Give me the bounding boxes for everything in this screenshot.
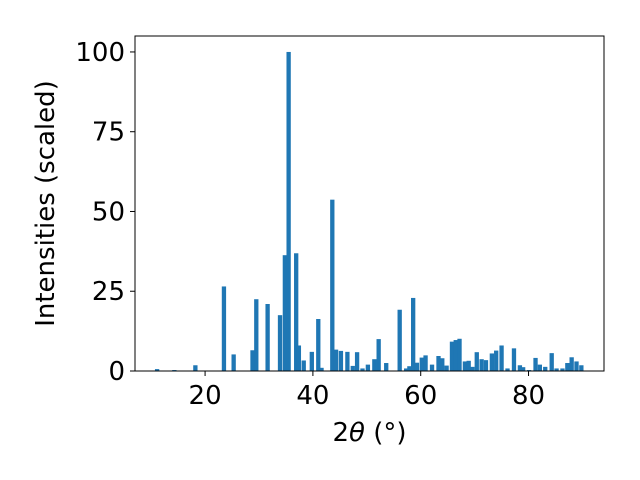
bar bbox=[511, 348, 517, 371]
bar bbox=[436, 356, 441, 371]
bar bbox=[319, 367, 324, 371]
bar bbox=[414, 362, 420, 371]
bar bbox=[537, 364, 542, 371]
x-axis-label: 2θ (°) bbox=[332, 418, 406, 448]
x-tick-label: 20 bbox=[189, 381, 222, 411]
x-axis-label-unit: (°) bbox=[365, 418, 407, 448]
y-tick-label: 75 bbox=[92, 118, 125, 148]
bar bbox=[560, 368, 565, 371]
x-tick-label: 40 bbox=[296, 381, 329, 411]
bar bbox=[449, 341, 455, 371]
bar bbox=[372, 359, 377, 371]
bar bbox=[483, 360, 489, 371]
bar bbox=[231, 354, 236, 371]
bar bbox=[407, 366, 412, 371]
bar bbox=[517, 365, 523, 371]
bar bbox=[549, 353, 554, 371]
bar bbox=[457, 338, 462, 371]
bar bbox=[376, 339, 381, 371]
y-axis-label: Intensities (scaled) bbox=[31, 80, 61, 327]
bar bbox=[338, 350, 344, 371]
bar bbox=[277, 315, 283, 371]
bar bbox=[423, 355, 428, 371]
bar bbox=[554, 368, 559, 371]
bar bbox=[397, 309, 402, 371]
bar bbox=[470, 366, 475, 371]
x-tick-label: 60 bbox=[404, 381, 437, 411]
bar bbox=[294, 253, 299, 371]
bar bbox=[565, 363, 570, 371]
bar bbox=[404, 368, 409, 371]
bar bbox=[543, 366, 548, 371]
bar bbox=[579, 365, 584, 371]
y-tick-label: 25 bbox=[92, 277, 125, 307]
x-axis-ticks: 20 40 60 80 bbox=[189, 371, 545, 411]
y-tick-label: 0 bbox=[108, 357, 125, 387]
bar bbox=[505, 368, 510, 371]
bar bbox=[330, 199, 335, 371]
bar bbox=[444, 365, 449, 371]
bar bbox=[360, 368, 365, 371]
bar bbox=[221, 286, 227, 371]
bar bbox=[286, 51, 291, 371]
bar bbox=[499, 345, 504, 371]
bar bbox=[254, 299, 259, 371]
bar bbox=[193, 365, 198, 371]
bar bbox=[411, 297, 416, 371]
y-axis-ticks: 0 25 50 75 100 bbox=[75, 38, 135, 387]
bar bbox=[365, 364, 371, 371]
bar bbox=[453, 340, 458, 371]
bar bbox=[520, 367, 526, 371]
bar bbox=[474, 352, 479, 371]
bar-series bbox=[154, 51, 584, 371]
bar bbox=[333, 349, 339, 371]
bar bbox=[494, 350, 499, 371]
bar bbox=[440, 358, 445, 371]
bar bbox=[384, 363, 389, 371]
x-axis-label-prefix: 2 bbox=[332, 418, 349, 448]
bar bbox=[250, 350, 255, 371]
bar bbox=[574, 361, 579, 371]
plot-frame bbox=[134, 35, 605, 372]
bar bbox=[316, 319, 321, 371]
x-tick-label: 80 bbox=[512, 381, 545, 411]
bar bbox=[282, 255, 288, 371]
bar bbox=[354, 352, 360, 371]
bar bbox=[419, 357, 424, 371]
x-axis-label-theta: θ bbox=[349, 418, 365, 448]
bar bbox=[466, 360, 471, 371]
y-tick-label: 50 bbox=[92, 197, 125, 227]
bar bbox=[345, 351, 350, 371]
bar bbox=[429, 364, 435, 371]
bar bbox=[350, 365, 355, 371]
bar bbox=[265, 304, 270, 371]
bar bbox=[533, 357, 538, 371]
bar bbox=[569, 357, 574, 371]
bar bbox=[301, 360, 306, 371]
bar bbox=[489, 353, 495, 371]
bar bbox=[296, 345, 302, 371]
y-tick-label: 100 bbox=[75, 38, 125, 68]
bar bbox=[462, 361, 468, 371]
bar bbox=[154, 369, 160, 371]
bar bbox=[479, 359, 484, 371]
bar bbox=[309, 351, 314, 371]
